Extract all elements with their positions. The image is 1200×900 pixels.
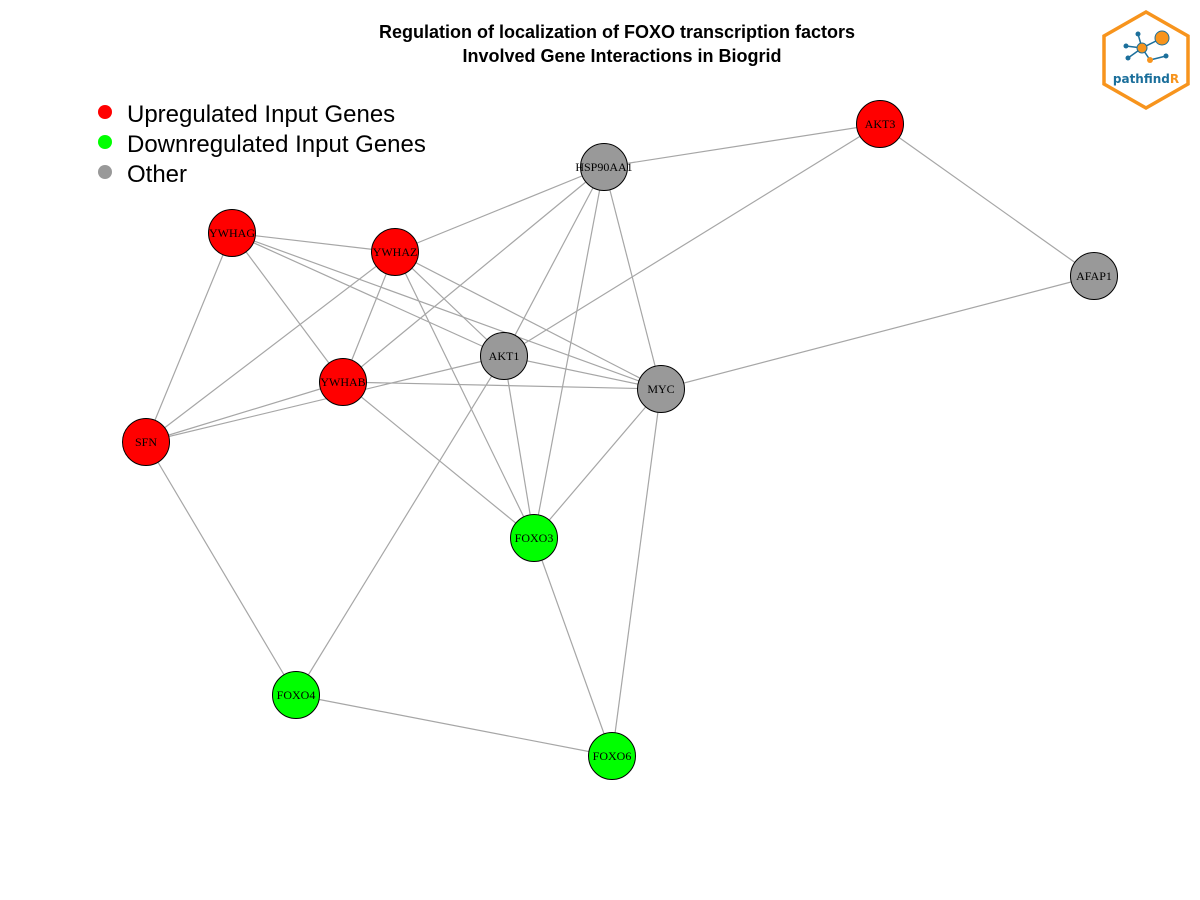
node-label-ywhag: YWHAG [209, 226, 255, 240]
edge-ywhag-myc [231, 232, 662, 390]
edge-ywhag-akt1 [231, 232, 505, 357]
logo-hexagon [1102, 9, 1190, 111]
edge-myc-foxo6 [611, 388, 662, 757]
node-circle-akt1 [480, 332, 528, 380]
edge-akt1-foxo3 [503, 355, 535, 539]
legend-marker-other [98, 165, 112, 179]
edge-ywhag-ywhaz [231, 232, 396, 253]
chart-title-line-1: Regulation of localization of FOXO trans… [379, 22, 855, 42]
edge-ywhab-sfn [145, 381, 344, 443]
edge-akt1-sfn [145, 355, 505, 443]
node-circle-afap1 [1070, 252, 1118, 300]
node-sfn: SFN [122, 418, 170, 466]
edge-hsp90aa1-foxo3 [533, 166, 605, 539]
logo-network-icon [1123, 30, 1170, 63]
node-label-ywhaz: YWHAZ [373, 245, 418, 259]
edge-myc-foxo3 [533, 388, 662, 539]
edge-ywhaz-foxo3 [394, 251, 535, 539]
node-label-hsp90aa1: HSP90AA1 [575, 160, 632, 174]
node-circle-ywhaz [371, 228, 419, 276]
node-afap1: AFAP1 [1070, 252, 1118, 300]
edge-akt1-foxo4 [295, 355, 505, 696]
node-foxo6: FOXO6 [588, 732, 636, 780]
legend-label-downregulated: Downregulated Input Genes [127, 131, 426, 158]
node-ywhaz: YWHAZ [371, 228, 419, 276]
node-foxo3: FOXO3 [510, 514, 558, 562]
node-circle-ywhag [208, 209, 256, 257]
legend-label-other: Other [127, 161, 187, 188]
edge-hsp90aa1-akt3 [603, 123, 881, 168]
legend-marker-downregulated [98, 135, 112, 149]
edge-ywhag-sfn [145, 232, 233, 443]
legend-label-upregulated: Upregulated Input Genes [127, 101, 395, 128]
logo-text-main: pathfind [1113, 72, 1170, 86]
edge-ywhaz-sfn [145, 251, 396, 443]
edge-foxo3-foxo6 [533, 537, 613, 757]
node-label-foxo6: FOXO6 [593, 749, 632, 763]
logo-text: pathfindR [1113, 72, 1179, 86]
node-label-myc: MYC [647, 382, 674, 396]
edge-akt1-myc [503, 355, 662, 390]
edge-ywhab-myc [342, 381, 662, 390]
node-label-foxo3: FOXO3 [515, 531, 554, 545]
edge-sfn-foxo4 [145, 441, 297, 696]
network-edges [145, 123, 1095, 757]
edge-hsp90aa1-akt1 [503, 166, 605, 357]
edge-afap1-myc [660, 275, 1095, 390]
node-circle-hsp90aa1 [580, 143, 628, 191]
node-label-ywhab: YWHAB [320, 375, 365, 389]
pathfindr-logo: pathfindR [1102, 9, 1190, 111]
node-label-afap1: AFAP1 [1076, 269, 1112, 283]
edge-akt3-afap1 [879, 123, 1095, 277]
network-nodes: AKT3 HSP90AA1 YWHAG YWHAZ AFAP1 AKT1 YWHAB MYC S… [122, 100, 1118, 780]
edge-foxo4-foxo6 [295, 694, 613, 757]
node-hsp90aa1: HSP90AA1 [575, 143, 633, 191]
chart-title-line-2: Involved Gene Interactions in Biogrid [462, 46, 781, 66]
edge-ywhag-ywhab [231, 232, 344, 383]
node-circle-ywhab [319, 358, 367, 406]
node-label-foxo4: FOXO4 [277, 688, 316, 702]
legend-item-downregulated: Downregulated Input Genes [98, 131, 426, 158]
node-circle-foxo3 [510, 514, 558, 562]
edge-hsp90aa1-ywhaz [394, 166, 605, 253]
legend-item-upregulated: Upregulated Input Genes [98, 101, 395, 128]
edge-ywhaz-akt1 [394, 251, 505, 357]
edge-akt3-akt1 [503, 123, 881, 357]
node-circle-sfn [122, 418, 170, 466]
node-ywhag: YWHAG [208, 209, 256, 257]
node-circle-akt3 [856, 100, 904, 148]
node-circle-myc [637, 365, 685, 413]
edge-hsp90aa1-ywhab [342, 166, 605, 383]
node-circle-foxo4 [272, 671, 320, 719]
node-label-sfn: SFN [135, 435, 157, 449]
node-foxo4: FOXO4 [272, 671, 320, 719]
node-ywhab: YWHAB [319, 358, 367, 406]
logo-text-accent: R [1170, 72, 1179, 86]
edge-hsp90aa1-myc [603, 166, 662, 390]
legend-marker-upregulated [98, 105, 112, 119]
node-circle-foxo6 [588, 732, 636, 780]
node-myc: MYC [637, 365, 685, 413]
node-label-akt1: AKT1 [489, 349, 520, 363]
node-label-akt3: AKT3 [865, 117, 896, 131]
legend: Upregulated Input Genes Downregulated In… [98, 101, 426, 188]
edge-ywhaz-myc [394, 251, 662, 390]
node-akt3: AKT3 [856, 100, 904, 148]
legend-item-other: Other [98, 161, 187, 188]
edge-ywhab-foxo3 [342, 381, 535, 539]
node-akt1: AKT1 [480, 332, 528, 380]
